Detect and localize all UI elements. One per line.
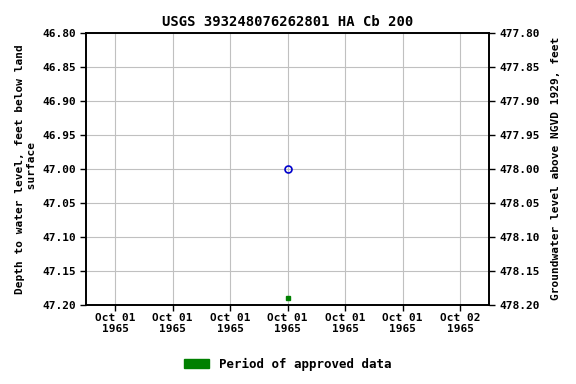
Y-axis label: Groundwater level above NGVD 1929, feet: Groundwater level above NGVD 1929, feet: [551, 37, 561, 300]
Legend: Period of approved data: Period of approved data: [179, 353, 397, 376]
Title: USGS 393248076262801 HA Cb 200: USGS 393248076262801 HA Cb 200: [162, 15, 413, 29]
Y-axis label: Depth to water level, feet below land
 surface: Depth to water level, feet below land su…: [15, 44, 37, 294]
